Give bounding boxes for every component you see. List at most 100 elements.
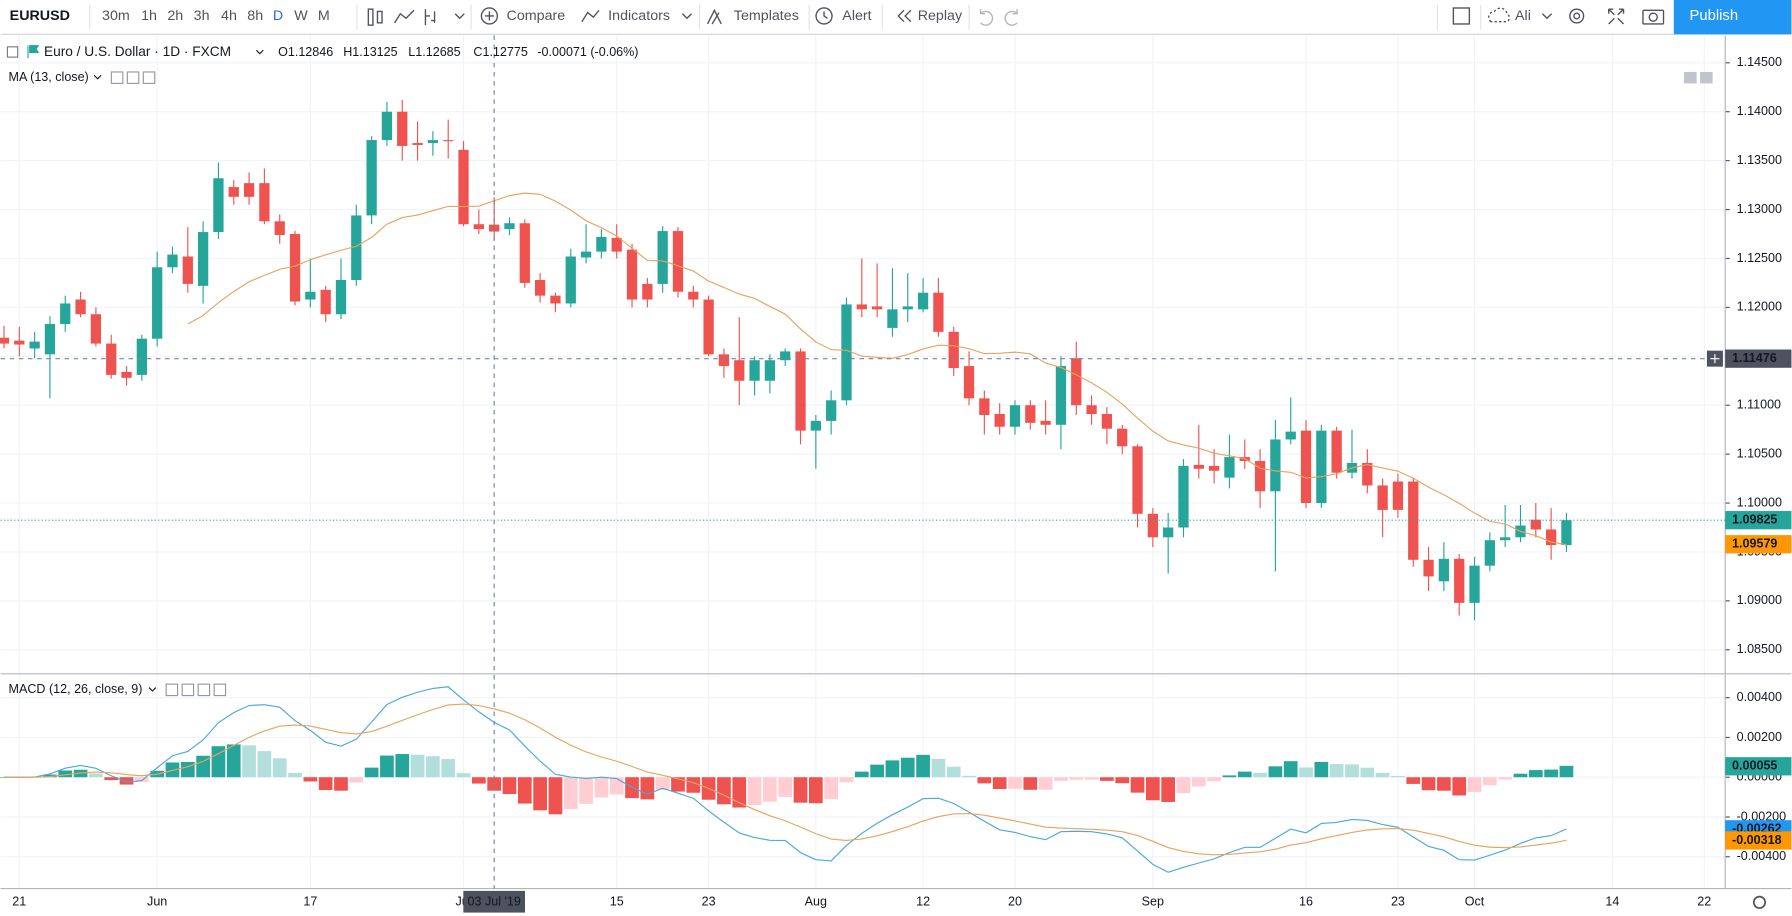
y-tick-label: -0.00200 [1737, 809, 1787, 823]
candle-body [0, 337, 10, 344]
ohlc-value: L1.12685 [408, 45, 460, 59]
interval-button[interactable]: 3h [194, 8, 210, 24]
interval-button[interactable]: M [318, 8, 330, 24]
crosshair-date-label: 03 Jul '19 [468, 895, 521, 909]
pane-button[interactable] [1684, 71, 1697, 84]
candle-body [657, 231, 668, 284]
macd-histogram-bar [563, 777, 578, 810]
candle-body [780, 351, 791, 361]
legend-button[interactable] [181, 683, 195, 697]
macd-histogram-bar [471, 777, 486, 784]
macd-histogram-bar [763, 777, 777, 802]
candle-body [688, 291, 699, 300]
candle-body [1423, 559, 1434, 577]
x-tick-label: Sep [1142, 895, 1164, 909]
signal-line [3, 703, 1567, 856]
macd-histogram-bar [502, 777, 517, 795]
candle-body [749, 360, 760, 381]
macd-histogram-bar [533, 777, 547, 811]
candle-body [1055, 366, 1067, 425]
interval-button[interactable]: 30m [102, 8, 130, 24]
candle-body [841, 304, 852, 401]
candle-body [626, 249, 638, 300]
legend-button[interactable] [142, 71, 156, 84]
macd-histogram-bar [655, 777, 670, 791]
macd-histogram-bar [349, 777, 364, 783]
macd-histogram-bar [579, 777, 593, 804]
candle-body [1117, 428, 1128, 447]
toolbar-button[interactable]: Replay [918, 8, 963, 24]
candle-body [1500, 537, 1511, 541]
macd-histogram-bar [303, 777, 318, 782]
macd-histogram-bar [517, 777, 532, 804]
macd-histogram-bar [226, 744, 241, 778]
toolbar: EURUSD Publish Ali [0, 0, 1792, 35]
settings-gear[interactable] [1752, 895, 1767, 909]
candle-body [412, 143, 423, 145]
legend-button[interactable] [126, 71, 140, 84]
symbol[interactable]: EURUSD [10, 8, 70, 24]
macd-histogram-bar [1176, 777, 1191, 794]
publish-button[interactable] [1673, 0, 1792, 35]
legend-button[interactable] [165, 683, 179, 697]
interval-button[interactable]: 1h [141, 8, 157, 24]
candle-body [458, 149, 469, 225]
candle-body [182, 256, 193, 284]
macd-histogram-bar [1329, 764, 1344, 778]
candle-body [642, 283, 653, 300]
macd-histogram-bar [977, 777, 992, 784]
macd-histogram-bar [43, 774, 57, 778]
toolbar-button[interactable]: Compare [507, 8, 566, 24]
candle-body [60, 303, 71, 325]
candle-body [136, 338, 147, 375]
candle-body [1530, 519, 1541, 530]
candle-body [948, 331, 959, 369]
candle-body [1009, 405, 1021, 427]
candle-body [795, 351, 806, 431]
candle-body [1086, 405, 1097, 415]
candle-body [504, 223, 515, 230]
y-tick-label: 1.14000 [1737, 104, 1782, 118]
interval-button[interactable]: 2h [167, 8, 183, 24]
toolbar-button[interactable]: Alert [842, 8, 871, 24]
macd-histogram-bar [747, 777, 762, 806]
candle-body [1484, 540, 1495, 566]
legend-button[interactable] [197, 683, 211, 697]
candle-body [826, 400, 837, 421]
candle-body [305, 291, 316, 300]
macd-histogram-bar [946, 766, 961, 778]
macd-histogram-bar [272, 758, 287, 778]
candle-body [29, 341, 40, 349]
interval-button[interactable]: 4h [221, 8, 237, 24]
x-tick-label: 14 [1605, 895, 1619, 909]
candle-body [1101, 414, 1113, 429]
macd-histogram-bar [732, 777, 747, 808]
candle-body [152, 267, 163, 339]
toolbar-button[interactable]: Templates [734, 8, 799, 24]
toolbar-button[interactable]: Indicators [608, 8, 670, 24]
macd-histogram-bar [1222, 775, 1237, 778]
candle-body [580, 251, 592, 258]
candle-body [75, 299, 86, 315]
candle-body [1331, 430, 1342, 473]
collapse-icon[interactable] [6, 46, 19, 58]
pane-button[interactable] [1700, 71, 1713, 84]
interval-button[interactable]: 8h [247, 8, 263, 24]
macd-histogram-bar [870, 764, 884, 778]
candle-body [1285, 431, 1296, 440]
chart-layer: 21Jun17Jul1523Aug1220Sep1623Oct14221.145… [0, 35, 1792, 913]
interval-button[interactable]: D [273, 8, 283, 24]
macd-histogram-bar [548, 777, 563, 815]
macd-histogram-bar [1406, 777, 1421, 784]
candle-body [1193, 464, 1204, 469]
interval-button[interactable]: W [294, 8, 308, 24]
macd-histogram-bar [119, 777, 134, 785]
macd-histogram-bar [1084, 777, 1099, 780]
layout-name[interactable]: Ali [1515, 8, 1531, 24]
publish-label[interactable]: Publish [1689, 8, 1738, 24]
legend-button[interactable] [110, 71, 124, 84]
macd-histogram-bar [1100, 777, 1114, 781]
legend-button[interactable] [213, 683, 227, 697]
candle-body [381, 111, 393, 141]
